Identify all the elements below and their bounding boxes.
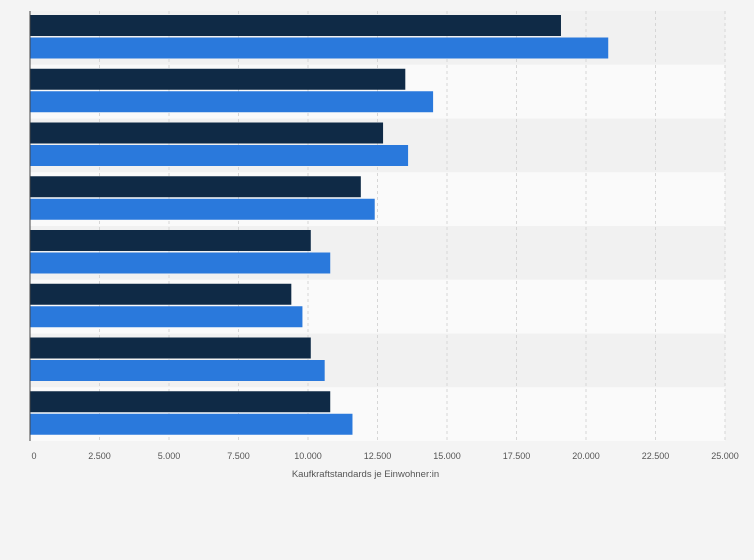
bar-series-1[interactable] (30, 337, 311, 359)
x-tick-label: 0 (31, 451, 36, 461)
bar-series-1[interactable] (30, 230, 311, 251)
bar-series-1[interactable] (30, 391, 331, 413)
bar-series-1[interactable] (30, 68, 406, 90)
x-tick-label: 7.500 (227, 451, 250, 461)
bar-series-2[interactable] (30, 306, 303, 328)
x-tick-label: 22.500 (642, 451, 670, 461)
bar-series-2[interactable] (30, 91, 434, 113)
bar-series-2[interactable] (30, 360, 325, 381)
bars (30, 15, 609, 435)
x-tick-label: 10.000 (294, 451, 322, 461)
x-tick-label: 20.000 (572, 451, 600, 461)
x-axis-title: Kaufkraftstandards je Einwohner:in (292, 469, 439, 480)
bar-series-1[interactable] (30, 122, 384, 144)
x-tick-label: 2.500 (88, 451, 111, 461)
bar-series-2[interactable] (30, 37, 609, 59)
bar-series-2[interactable] (30, 413, 353, 435)
x-tick-label: 5.000 (158, 451, 181, 461)
bar-series-1[interactable] (30, 176, 361, 198)
bar-series-2[interactable] (30, 198, 375, 220)
x-tick-labels: 0 2.500 5.000 7.500 10.000 12.500 15.000 17.500… (31, 451, 738, 461)
x-tick-label: 25.000 (711, 451, 739, 461)
bar-series-1[interactable] (30, 15, 561, 36)
x-tick-label: 15.000 (433, 451, 461, 461)
bar-series-2[interactable] (30, 252, 331, 274)
x-tick-label: 17.500 (503, 451, 531, 461)
bar-series-1[interactable] (30, 283, 292, 305)
bar-series-2[interactable] (30, 145, 409, 166)
x-tick-label: 12.500 (364, 451, 392, 461)
